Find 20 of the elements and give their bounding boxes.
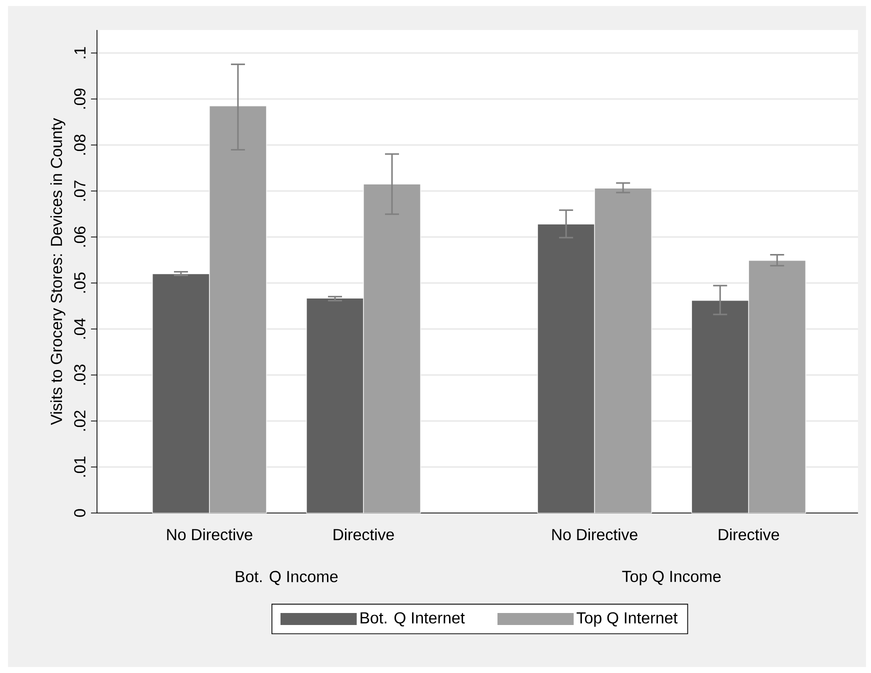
text: Bot. Q Income (236, 570, 338, 586)
text: Top Q Income (622, 570, 721, 586)
y-tick-label: .08 (74, 134, 86, 155)
legend-label: Bot. Q Internet (360, 612, 465, 626)
y-tick-label: .05 (74, 272, 86, 293)
y-tick-label: .07 (74, 180, 86, 201)
y-axis-title: Visits to Grocery Stores: Devices in County (50, 118, 66, 425)
x-tick-label: Directive (334, 528, 394, 540)
y-tick-label: .1 (74, 47, 86, 58)
y-tick-label: .01 (74, 456, 86, 477)
y-tick-label: .09 (74, 88, 86, 109)
y-tick-label: .06 (74, 226, 86, 247)
y-tick-label: .03 (74, 364, 86, 385)
x-tick-label: No Directive (167, 528, 252, 540)
y-tick-label: .04 (74, 318, 86, 339)
y-tick-label: .02 (74, 410, 86, 431)
legend-label: Top Q Internet (576, 612, 678, 627)
y-tick-label: 0 (74, 509, 86, 517)
x-tick-label: No Directive (552, 528, 638, 540)
x-tick-label: Directive (718, 528, 780, 540)
